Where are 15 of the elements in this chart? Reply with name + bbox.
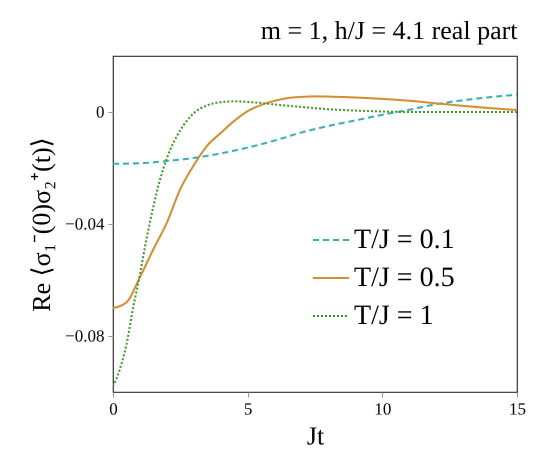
x-tick-label: 10 <box>374 400 392 418</box>
line-series <box>113 94 517 165</box>
x-axis-title: Jt <box>306 422 325 450</box>
x-tick-label: 5 <box>244 400 252 418</box>
chart-title: m = 1, h/J = 4.1 real part <box>260 16 518 45</box>
y-tick-label: 0 <box>96 102 104 122</box>
y-axis-title: Re ⟨σ₁⁻(0)σ₂⁺(t)⟩ <box>27 137 56 312</box>
x-tick-label: 15 <box>509 400 526 418</box>
line-series <box>113 100 517 388</box>
legend-label: T/J = 0.5 <box>354 262 455 293</box>
legend-label: T/J = 1 <box>354 300 434 331</box>
legend-label: T/J = 0.1 <box>354 224 455 255</box>
x-tick-label: 0 <box>109 400 118 418</box>
y-tick-label: −0.04 <box>65 214 105 234</box>
y-tick-label: −0.08 <box>65 326 104 346</box>
